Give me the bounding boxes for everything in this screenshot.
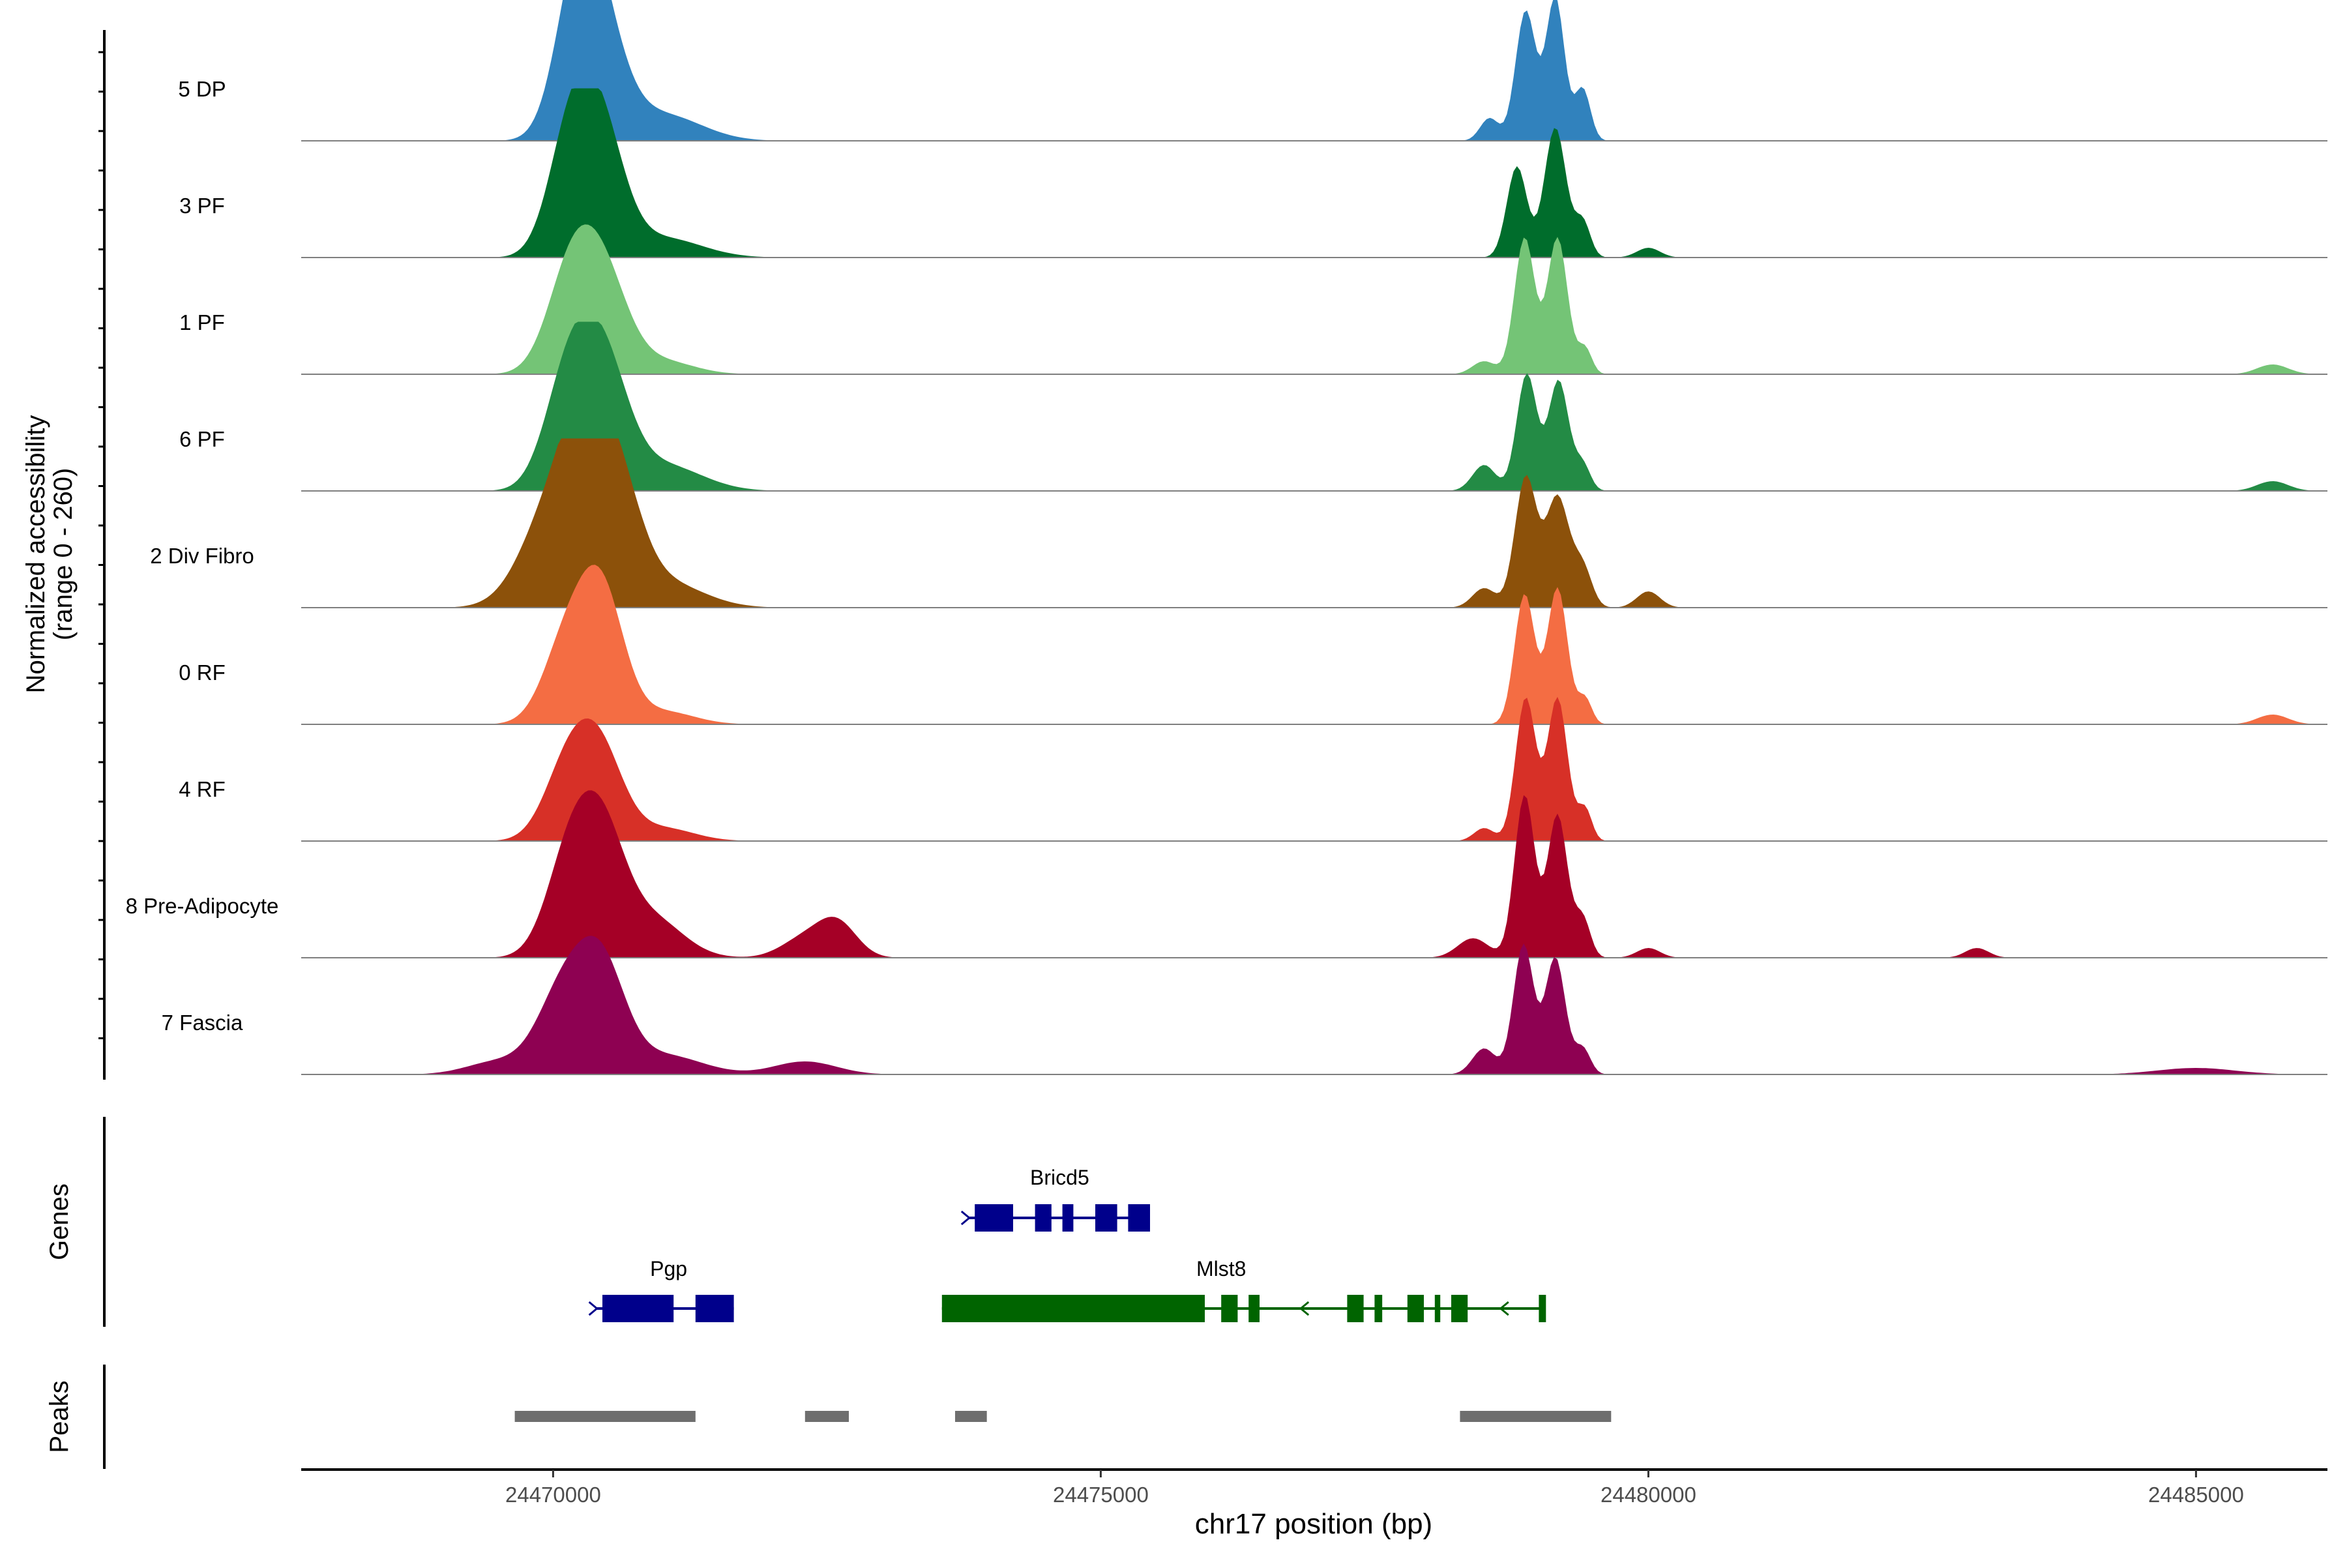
track-label: 6 PF: [179, 427, 225, 451]
gene-exon: [941, 1295, 1205, 1322]
track-label: 4 RF: [179, 777, 226, 801]
x-tick-label: 24480000: [1601, 1483, 1696, 1507]
genes-panel: Genes Bricd5 Pgp Mlst8: [45, 1117, 1546, 1327]
strand-arrow-icon: [588, 1301, 598, 1316]
gene-exon: [1374, 1295, 1383, 1322]
y-axis-title: Normalized accessibility: [22, 415, 50, 694]
track-label: 8 Pre-Adipocyte: [126, 894, 279, 918]
peaks-label: Peaks: [45, 1380, 74, 1453]
gene-exon: [1095, 1204, 1117, 1232]
peak-region: [514, 1411, 696, 1422]
peak-region: [954, 1411, 987, 1422]
track-label: 0 RF: [179, 660, 226, 685]
track-9: 7 Fascia: [162, 936, 2327, 1075]
gene-exon: [1451, 1295, 1468, 1322]
x-tick-label: 24470000: [505, 1483, 601, 1507]
strand-arrow-icon: [960, 1210, 971, 1226]
peak-region: [804, 1411, 849, 1422]
gene-exon: [1221, 1295, 1238, 1322]
track-label: 7 Fascia: [162, 1011, 243, 1035]
gene-label: Mlst8: [1196, 1257, 1246, 1280]
gene-pgp: Pgp: [588, 1257, 734, 1322]
gene-exon: [975, 1204, 1013, 1232]
x-tick-label: 24485000: [2148, 1483, 2244, 1507]
track-label: 1 PF: [179, 310, 225, 334]
track-4: 6 PF: [179, 321, 2327, 492]
gene-exon: [1539, 1295, 1544, 1322]
gene-label: Bricd5: [1030, 1166, 1089, 1189]
gene-exon: [1347, 1295, 1364, 1322]
coverage-area: [301, 438, 2327, 608]
gene-label: Pgp: [650, 1257, 687, 1280]
x-axis-title: chr17 position (bp): [1195, 1508, 1432, 1540]
gene-bricd5: Bricd5: [960, 1166, 1150, 1232]
gene-exon: [1128, 1204, 1150, 1232]
gene-exon: [1407, 1295, 1424, 1322]
track-label: 3 PF: [179, 194, 225, 218]
coverage-area: [301, 936, 2327, 1074]
coverage-area: [301, 565, 2327, 724]
track-6: 0 RF: [179, 565, 2327, 725]
gene-mlst8: Mlst8: [941, 1257, 1546, 1322]
x-axis: chr17 position (bp) 24470000 24475000 2448…: [301, 1468, 2327, 1540]
y-axis-subtitle: (range 0 - 260): [49, 468, 78, 641]
gene-exon: [1062, 1204, 1074, 1232]
gene-exon: [1035, 1204, 1052, 1232]
track-2: 3 PF: [179, 88, 2327, 258]
y-axis: Normalized accessibility (range 0 - 260): [22, 30, 106, 1080]
gene-exon: [602, 1295, 674, 1322]
gene-exon: [1434, 1295, 1441, 1322]
track-7: 4 RF: [179, 696, 2327, 842]
x-tick-label: 24475000: [1053, 1483, 1149, 1507]
track-5: 2 Div Fibro: [150, 438, 2327, 608]
track-8: 8 Pre-Adipocyte: [126, 790, 2327, 958]
gene-exon: [695, 1295, 734, 1322]
track-3: 1 PF: [179, 224, 2327, 375]
strand-arrow-icon: [1499, 1301, 1509, 1316]
coverage-area: [301, 790, 2327, 958]
genes-label: Genes: [45, 1183, 74, 1260]
peak-region: [1460, 1411, 1612, 1422]
track-1: 5 DP: [178, 0, 2327, 141]
gene-exon: [1248, 1295, 1260, 1322]
coverage-area: [301, 88, 2327, 258]
coverage-tracks: 5 DP 3 PF 1 PF 6 PF 2 Div Fibro 0 RF 4 RF 8 Pre…: [126, 0, 2327, 1075]
strand-arrow-icon: [1299, 1301, 1310, 1316]
peaks-panel: Peaks: [45, 1365, 1612, 1469]
track-label: 2 Div Fibro: [150, 544, 254, 568]
track-label: 5 DP: [178, 77, 226, 101]
